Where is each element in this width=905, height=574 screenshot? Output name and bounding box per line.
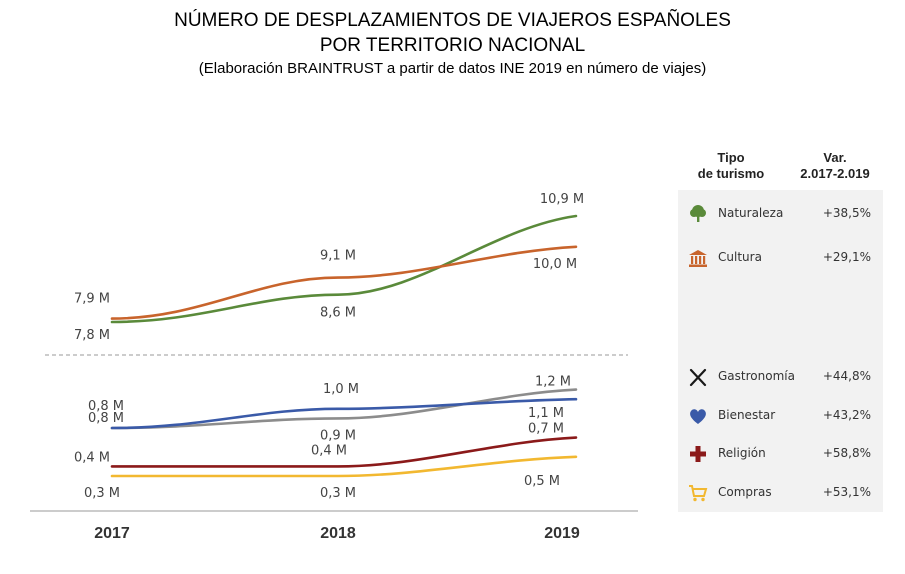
- legend-variation: +44,8%: [822, 369, 871, 383]
- legend-label: Religión: [718, 446, 766, 460]
- data-label-naturaleza-2019: 10,9 M: [540, 192, 584, 207]
- x-tick-label-2017: 2017: [94, 525, 130, 542]
- legend-header-type-line2: de turismo: [697, 166, 765, 181]
- tree-icon: [690, 205, 706, 222]
- data-label-naturaleza-2017: 7,8 M: [74, 328, 110, 343]
- chart-title-line2: POR TERRITORIO NACIONAL: [319, 35, 586, 56]
- data-label-compras-2019: 0,5 M: [524, 474, 560, 489]
- cart-icon: [689, 485, 708, 502]
- legend-variation: +38,5%: [822, 206, 871, 220]
- legend-label: Bienestar: [718, 408, 776, 422]
- data-label-gastronomía-2019: 1,2 M: [535, 375, 571, 390]
- legend-header-variation-line2: 2.017-2.019: [800, 166, 870, 181]
- legend-variation: +53,1%: [822, 485, 871, 499]
- series-line-religión: [110, 436, 578, 468]
- cross-icon: [690, 446, 706, 462]
- data-label-religión-2019: 0,7 M: [528, 422, 564, 437]
- data-label-cultura-2019: 10,0 M: [533, 257, 577, 272]
- utensils-icon: [689, 368, 707, 387]
- legend-header-type: Tipo de turismo: [678, 150, 784, 182]
- legend-label: Cultura: [718, 250, 762, 264]
- legend-header-type-line1: Tipo: [717, 150, 745, 165]
- heart-icon: [690, 409, 706, 424]
- legend-row-gastronomia: Gastronomía +44,8%: [678, 365, 883, 389]
- legend-variation: +29,1%: [822, 250, 871, 264]
- data-label-bienestar-2017: 0,8 M: [88, 399, 124, 414]
- data-label-religión-2017: 0,4 M: [74, 450, 110, 465]
- legend-header-variation: Var. 2.017-2.019: [785, 150, 885, 182]
- series-line-compras: [110, 455, 578, 478]
- data-label-cultura-2017: 7,9 M: [74, 292, 110, 307]
- data-label-compras-2018: 0,3 M: [320, 486, 356, 501]
- series-line-cultura: [110, 245, 578, 320]
- data-label-bienestar-2019: 1,1 M: [528, 406, 564, 421]
- data-label-gastronomía-2017: 0,8 M: [88, 411, 124, 426]
- legend-header-variation-line1: Var.: [823, 150, 847, 165]
- legend-row-bienestar: Bienestar +43,2%: [678, 404, 883, 428]
- legend-row-naturaleza: Naturaleza +38,5%: [678, 202, 883, 226]
- data-label-cultura-2018: 9,1 M: [320, 249, 356, 264]
- x-tick-label-2018: 2018: [320, 525, 356, 542]
- data-label-bienestar-2018: 1,0 M: [323, 382, 359, 397]
- legend-row-cultura: Cultura +29,1%: [678, 246, 883, 270]
- series-line-bienestar: [110, 397, 578, 430]
- legend-row-compras: Compras +53,1%: [678, 481, 883, 505]
- legend-variation: +43,2%: [822, 408, 871, 422]
- legend-label: Naturaleza: [718, 206, 784, 220]
- series-line-gastronomía: [110, 388, 578, 430]
- data-label-compras-2017: 0,3 M: [84, 486, 120, 501]
- x-tick-label-2019: 2019: [544, 525, 580, 542]
- legend-table-panel: [678, 190, 883, 512]
- legend-label: Compras: [718, 485, 772, 499]
- data-label-gastronomía-2018: 0,9 M: [320, 428, 356, 443]
- legend-row-religion: Religión +58,8%: [678, 442, 883, 466]
- legend-label: Gastronomía: [718, 369, 795, 383]
- museum-icon: [689, 250, 707, 267]
- chart-title-line1: NÚMERO DE DESPLAZAMIENTOS DE VIAJEROS ES…: [174, 10, 731, 31]
- legend-variation: +58,8%: [822, 446, 871, 460]
- chart-subtitle: (Elaboración BRAINTRUST a partir de dato…: [198, 60, 707, 77]
- data-label-naturaleza-2018: 8,6 M: [320, 306, 356, 321]
- series-line-naturaleza: [110, 214, 578, 324]
- data-label-religión-2018: 0,4 M: [311, 443, 347, 458]
